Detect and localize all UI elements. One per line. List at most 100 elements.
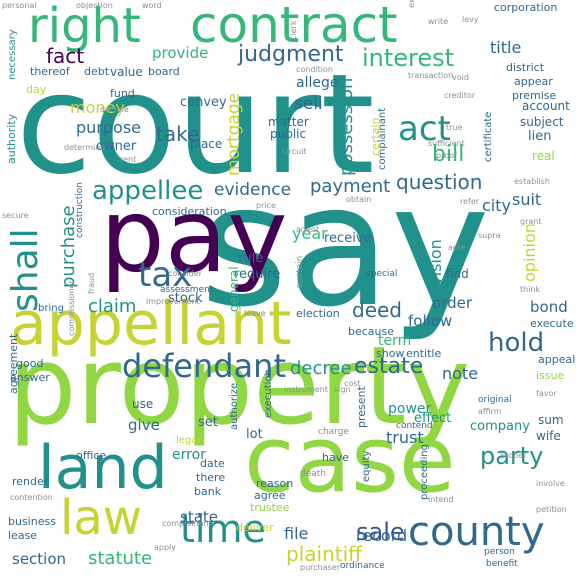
word-power: power [388, 401, 432, 417]
word-proof: proof [436, 151, 457, 160]
word-suit: suit [512, 190, 542, 209]
word-day: day [26, 83, 47, 96]
word-certificate: certificate [483, 111, 494, 162]
word-sum: sum [538, 413, 564, 427]
word-give: give [128, 416, 160, 434]
word-reason: reason [256, 477, 294, 490]
word-question: question [396, 170, 483, 194]
word-receive: receive [324, 231, 372, 246]
word-equity: equity [361, 450, 372, 482]
word-board: board [148, 65, 180, 78]
word-use: use [132, 397, 154, 411]
word-leave: leave [244, 309, 266, 318]
word-take: take [156, 122, 200, 146]
word-special: special [366, 269, 398, 279]
word-bring: bring [38, 303, 64, 314]
word-decline: decline [100, 105, 129, 114]
word-company: company [470, 419, 530, 434]
word-lot: lot [246, 427, 263, 442]
word-matter: matter [268, 115, 309, 129]
word-present: present [355, 386, 368, 428]
word-debt: debt [84, 65, 110, 78]
word-necessary: necessary [7, 29, 18, 80]
word-statute: statute [88, 548, 153, 569]
word-true: true [446, 123, 463, 132]
word-opinion: opinion [520, 223, 539, 282]
word-execution: execution [263, 369, 274, 418]
word-tax: tax [138, 255, 193, 295]
word-purpose: purpose [76, 118, 141, 137]
word-say: say [200, 148, 490, 344]
word-deed: deed [352, 298, 402, 322]
word-bond: bond [530, 298, 568, 316]
word-affirm: affirm [478, 407, 502, 416]
word-premise: premise [512, 89, 557, 102]
word-appellee: appellee [92, 176, 204, 206]
word-execute: execute [530, 317, 574, 330]
word-complainant: complainant [377, 107, 388, 170]
word-obtain: obtain [346, 195, 372, 204]
word-show: show [376, 347, 405, 360]
word-convey: convey [180, 95, 227, 110]
word-contention: contention [10, 493, 53, 502]
word-appellant: appellant [10, 289, 292, 359]
word-lease: lease [8, 529, 38, 542]
word-have: have [322, 451, 349, 464]
word-wife: wife [536, 429, 561, 443]
word-transaction: transaction [408, 71, 454, 80]
word-improvement: improvement [146, 297, 200, 306]
word-proper: proper [500, 451, 527, 460]
word-because: because [348, 325, 395, 338]
word-pay: pay [100, 177, 288, 296]
word-election: election [296, 307, 340, 320]
word-deliver: deliver [236, 521, 274, 534]
word-district: district [506, 61, 545, 74]
word-business: business [8, 515, 56, 528]
word-rule: rule [238, 251, 264, 266]
word-agreement: agreement [7, 333, 20, 394]
word-money: money [70, 98, 125, 117]
word-order: order [432, 294, 472, 312]
word-bill: bill [432, 142, 465, 167]
word-law: law [60, 490, 143, 546]
word-thereof: thereof [30, 65, 70, 78]
word-plaintiff: plaintiff [286, 542, 362, 566]
word-file: file [284, 524, 309, 543]
word-city: city [482, 196, 511, 215]
word-levy: levy [462, 15, 479, 24]
word-refer: refer [460, 197, 480, 206]
word-personal: personal [2, 1, 37, 10]
word-instrument: instrument [284, 385, 328, 394]
word-provide: provide [152, 44, 209, 62]
word-purchaser: purchaser [300, 563, 341, 572]
word-ordinance: ordinance [340, 561, 385, 571]
word-stock: stock [168, 291, 203, 306]
word-sign: sign [334, 385, 351, 394]
word-determine: determine [64, 143, 106, 152]
word-section: section [12, 550, 67, 568]
word-allege: allege [296, 75, 339, 91]
word-express: express [407, 0, 416, 8]
word-mortgage: mortgage [224, 92, 244, 176]
word-property: property [8, 324, 471, 449]
word-charge: charge [318, 427, 349, 437]
word-public: public [270, 127, 307, 141]
word-contend: contend [396, 421, 433, 431]
word-good: good [16, 357, 44, 370]
word-cost: cost [344, 379, 361, 388]
word-shall: shall [5, 228, 46, 312]
word-petition: petition [536, 505, 567, 514]
word-entitle: entitle [406, 347, 442, 360]
word-bank: bank [194, 485, 222, 498]
word-payment: payment [310, 176, 391, 197]
word-require: require [234, 267, 281, 282]
word-find: find [446, 267, 469, 281]
word-claim: claim [88, 296, 137, 317]
word-agree: agree [254, 489, 286, 502]
word-time: time [180, 507, 266, 551]
word-involve: involve [536, 479, 565, 488]
word-sustain: sustain [295, 255, 305, 288]
word-trustee: trustee [250, 501, 290, 514]
word-case: case [244, 406, 456, 513]
